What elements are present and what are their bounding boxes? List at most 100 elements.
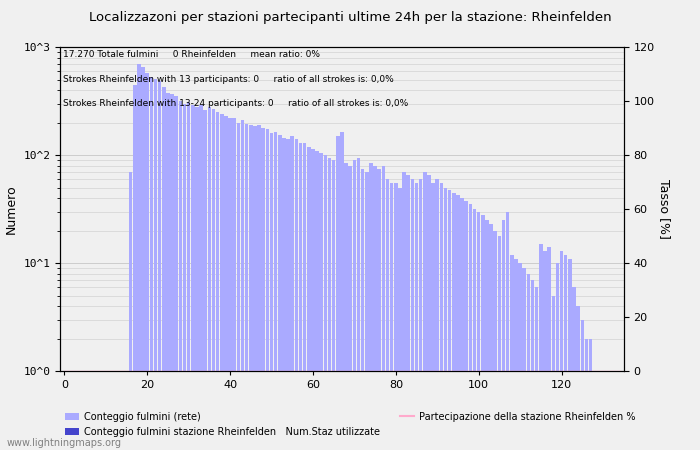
Bar	[593, 371, 596, 450]
Bar	[220, 114, 223, 450]
Bar	[245, 124, 248, 450]
Bar	[319, 153, 323, 450]
Bar	[183, 104, 186, 450]
Bar	[232, 118, 236, 450]
Bar	[303, 143, 307, 450]
Bar	[204, 110, 207, 450]
Bar	[178, 101, 182, 450]
Bar	[468, 204, 472, 450]
Bar	[610, 371, 613, 450]
Bar	[137, 64, 141, 450]
Bar	[522, 268, 526, 450]
Bar	[216, 112, 219, 450]
Text: Localizzazoni per stazioni partecipanti ultime 24h per la stazione: Rheinfelden: Localizzazoni per stazioni partecipanti …	[89, 11, 611, 24]
Bar	[465, 201, 468, 450]
Bar	[589, 339, 592, 450]
Bar	[332, 160, 335, 450]
Bar	[485, 220, 489, 450]
Bar	[340, 132, 344, 450]
Bar	[489, 224, 493, 450]
Bar	[514, 259, 518, 450]
Bar	[133, 85, 136, 450]
Bar	[129, 172, 132, 450]
Bar	[307, 147, 311, 450]
Bar	[506, 212, 510, 450]
Bar	[154, 79, 158, 450]
Bar	[502, 220, 505, 450]
Bar	[394, 183, 398, 450]
Bar	[597, 371, 601, 450]
Bar	[158, 81, 162, 450]
Bar	[481, 215, 484, 450]
Bar	[448, 190, 452, 450]
Bar	[456, 195, 460, 450]
Bar	[344, 163, 348, 450]
Bar	[444, 188, 447, 450]
Bar	[373, 166, 377, 450]
Bar	[435, 179, 439, 450]
Bar	[265, 129, 269, 450]
Bar	[187, 102, 190, 450]
Bar	[369, 163, 372, 450]
Bar	[141, 68, 145, 450]
Bar	[328, 158, 331, 450]
Bar	[262, 128, 265, 450]
Bar	[564, 255, 568, 450]
Bar	[584, 339, 588, 450]
Bar	[547, 248, 551, 450]
Bar	[353, 160, 356, 450]
Y-axis label: Tasso [%]: Tasso [%]	[658, 179, 671, 239]
Y-axis label: Numero: Numero	[5, 184, 18, 234]
Bar	[249, 125, 253, 450]
Bar	[170, 94, 174, 450]
Bar	[606, 371, 609, 450]
Bar	[228, 118, 232, 450]
Bar	[349, 166, 352, 450]
Bar	[382, 166, 385, 450]
Bar	[402, 172, 406, 450]
Bar	[365, 172, 369, 450]
Bar	[282, 138, 286, 450]
Bar	[526, 274, 530, 450]
Bar	[576, 306, 580, 450]
Text: Strokes Rheinfelden with 13-24 participants: 0     ratio of all strokes is: 0,0%: Strokes Rheinfelden with 13-24 participa…	[63, 99, 408, 108]
Bar	[361, 169, 365, 450]
Bar	[241, 121, 244, 450]
Bar	[253, 126, 257, 450]
Bar	[224, 116, 228, 450]
Bar	[295, 140, 298, 450]
Bar	[556, 263, 559, 450]
Bar	[125, 371, 128, 450]
Bar	[411, 179, 414, 450]
Bar	[146, 73, 149, 450]
Bar	[568, 259, 572, 450]
Bar	[398, 188, 402, 450]
Bar	[386, 179, 389, 450]
Bar	[191, 105, 195, 450]
Bar	[601, 371, 605, 450]
Bar	[498, 236, 501, 450]
Bar	[166, 93, 169, 450]
Bar	[477, 212, 480, 450]
Bar	[323, 155, 327, 450]
Bar	[174, 96, 178, 450]
Bar	[278, 135, 281, 450]
Bar	[440, 183, 443, 450]
Bar	[461, 198, 464, 450]
Bar	[415, 183, 419, 450]
Bar	[286, 140, 290, 450]
Bar	[390, 183, 393, 450]
Bar	[452, 193, 456, 450]
Bar	[427, 176, 430, 450]
Bar	[357, 158, 360, 450]
Bar	[552, 296, 555, 450]
Bar	[208, 107, 211, 450]
Bar	[195, 107, 199, 450]
Text: 17.270 Totale fulmini     0 Rheinfelden     mean ratio: 0%: 17.270 Totale fulmini 0 Rheinfelden mean…	[63, 50, 320, 59]
Bar	[473, 209, 476, 450]
Bar	[199, 105, 203, 450]
Bar	[162, 87, 165, 450]
Bar	[610, 371, 613, 450]
Bar	[258, 125, 261, 450]
Text: Strokes Rheinfelden with 13 participants: 0     ratio of all strokes is: 0,0%: Strokes Rheinfelden with 13 participants…	[63, 75, 394, 84]
